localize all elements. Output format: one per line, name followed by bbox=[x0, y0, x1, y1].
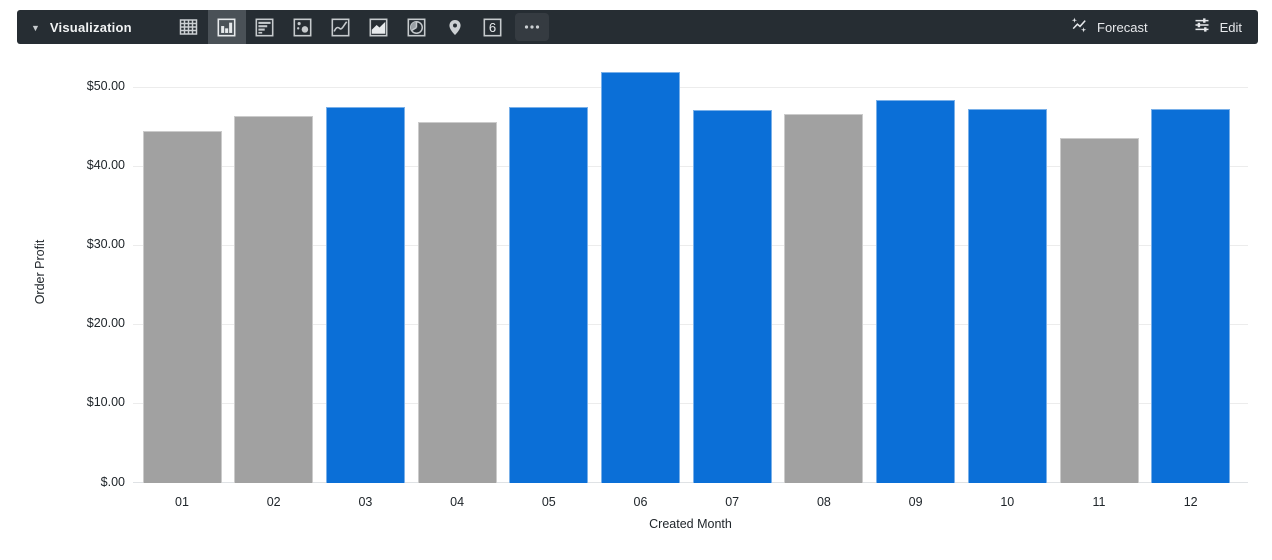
map-pin-button[interactable] bbox=[436, 10, 474, 44]
area-chart-button[interactable] bbox=[360, 10, 398, 44]
bar-11[interactable] bbox=[1059, 138, 1139, 483]
bar-03[interactable] bbox=[325, 107, 405, 483]
bar-06[interactable] bbox=[601, 71, 680, 483]
plot-area bbox=[133, 60, 1248, 483]
bar-12[interactable] bbox=[1151, 109, 1231, 483]
visualization-selector[interactable]: ▼ Visualization bbox=[31, 20, 132, 35]
x-tick-label: 02 bbox=[266, 495, 281, 509]
y-tick-label: $20.00 bbox=[86, 316, 125, 331]
single-value-icon: 6 bbox=[482, 17, 503, 38]
forecast-sparkle-icon bbox=[1069, 15, 1089, 40]
toolbar-title: Visualization bbox=[49, 19, 132, 35]
y-tick-label: $40.00 bbox=[86, 158, 125, 173]
x-tick-label: 05 bbox=[541, 495, 556, 509]
x-tick-label: 08 bbox=[816, 495, 831, 509]
forecast-button[interactable]: Forecast bbox=[1069, 15, 1148, 40]
line-chart-button[interactable] bbox=[322, 10, 360, 44]
x-tick-label: 01 bbox=[175, 495, 189, 509]
map-pin-icon bbox=[446, 17, 464, 38]
bar-01[interactable] bbox=[142, 131, 222, 483]
edit-sliders-icon bbox=[1192, 15, 1212, 40]
gridline-3000 bbox=[133, 244, 1248, 246]
bar-02[interactable] bbox=[234, 116, 314, 483]
gridline-1000 bbox=[133, 402, 1248, 404]
line-chart-icon bbox=[330, 17, 351, 38]
y-tick-label: $30.00 bbox=[86, 237, 125, 252]
bar-09[interactable] bbox=[876, 99, 956, 483]
more-options-icon bbox=[521, 17, 543, 37]
bar-05[interactable] bbox=[509, 107, 589, 483]
bar-04[interactable] bbox=[417, 122, 497, 483]
edit-label: Edit bbox=[1219, 19, 1242, 35]
gridline-4000 bbox=[133, 165, 1248, 167]
column-chart-icon bbox=[216, 17, 237, 38]
pie-chart-button[interactable] bbox=[398, 10, 436, 44]
y-tick-label: $10.00 bbox=[86, 395, 125, 410]
bar-chart-button[interactable] bbox=[246, 10, 284, 44]
x-tick-label: 10 bbox=[1000, 495, 1015, 509]
table-icon bbox=[178, 17, 199, 37]
x-tick-label: 12 bbox=[1183, 495, 1198, 509]
x-tick-label: 04 bbox=[450, 495, 465, 509]
x-tick-label: 03 bbox=[358, 495, 373, 509]
table-button[interactable] bbox=[170, 10, 208, 44]
x-tick-label: 11 bbox=[1092, 495, 1106, 509]
edit-button[interactable]: Edit bbox=[1192, 15, 1242, 40]
scatter-chart-icon bbox=[292, 17, 313, 38]
area-chart-icon bbox=[368, 17, 389, 38]
bar-07[interactable] bbox=[692, 109, 772, 483]
scatter-chart-button[interactable] bbox=[284, 10, 322, 44]
gridline-00 bbox=[133, 482, 1248, 483]
svg-text:6: 6 bbox=[489, 20, 496, 35]
bar-10[interactable] bbox=[967, 109, 1047, 483]
chart-type-buttons: 6 bbox=[170, 10, 549, 44]
chevron-down-icon: ▼ bbox=[31, 22, 40, 33]
x-axis-title: Created Month bbox=[649, 517, 732, 531]
column-chart-button[interactable] bbox=[207, 10, 246, 44]
y-tick-label: $.00 bbox=[100, 474, 125, 489]
more-options-button[interactable] bbox=[514, 13, 549, 41]
visualization-toolbar: ▼ Visualization bbox=[17, 10, 1258, 44]
bar-chart-icon bbox=[254, 17, 275, 38]
x-tick-label: 09 bbox=[908, 495, 923, 509]
forecast-label: Forecast bbox=[1097, 19, 1148, 35]
gridline-5000 bbox=[133, 86, 1248, 88]
single-value-button[interactable]: 6 bbox=[474, 10, 512, 44]
x-tick-label: 06 bbox=[633, 495, 648, 509]
pie-chart-icon bbox=[406, 17, 427, 38]
gridline-2000 bbox=[133, 323, 1248, 325]
y-tick-label: $50.00 bbox=[86, 79, 125, 94]
bar-08[interactable] bbox=[784, 113, 864, 483]
x-tick-label: 07 bbox=[725, 495, 740, 509]
